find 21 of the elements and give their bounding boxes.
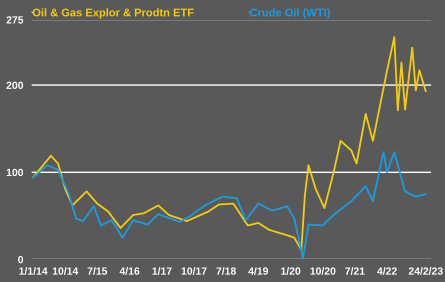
x-tick-label: 7/21	[345, 267, 365, 275]
line-series	[32, 151, 427, 260]
x-tick-label: 1/1/14	[19, 267, 48, 275]
x-tick-label: 7/18	[216, 267, 236, 275]
x-tick-label: 1/20	[281, 267, 300, 275]
y-tick-label: 200	[6, 82, 24, 89]
legend-label: Oil & Gas Explor & Prodtn ETF	[32, 8, 194, 19]
x-tick-label: 10/17	[182, 267, 207, 275]
y-tick-label: 275	[6, 16, 24, 24]
x-tick-label: 4/22	[377, 267, 397, 275]
y-tick-label: 100	[6, 168, 24, 176]
x-tick-label: 4/16	[120, 267, 140, 275]
line-series	[32, 36, 427, 251]
x-tick-label: 7/15	[88, 267, 108, 275]
x-tick-label: 10/20	[310, 267, 336, 275]
x-tick-label: 1/17	[152, 267, 172, 275]
legend-label: Crude Oil (WTI)	[250, 8, 330, 19]
x-tick-label: 24/2/23	[408, 267, 443, 275]
y-tick-label: 0	[18, 256, 24, 264]
x-tick-label: 4/19	[248, 267, 268, 275]
x-tick-label: 10/14	[52, 267, 78, 275]
